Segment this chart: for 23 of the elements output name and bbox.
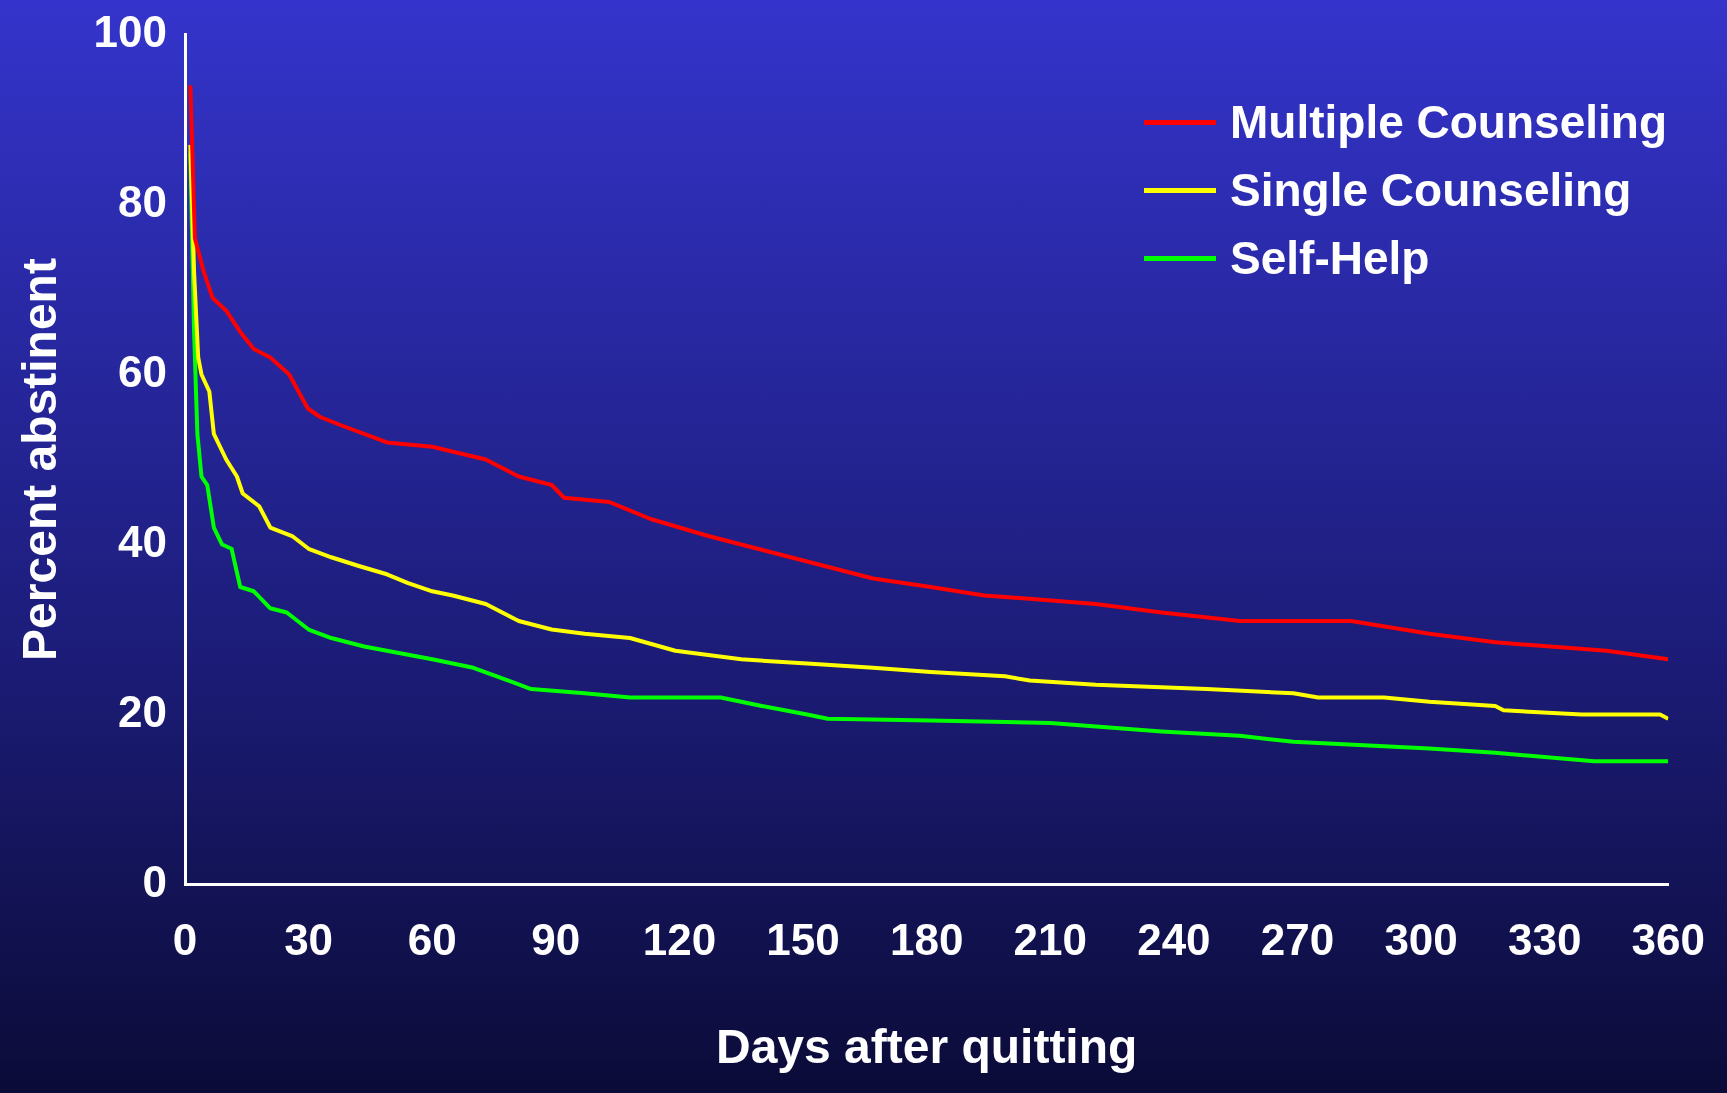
- x-tick-label: 210: [1013, 915, 1087, 965]
- x-tick-label: 270: [1260, 915, 1335, 965]
- x-tick-label: 120: [642, 915, 717, 965]
- x-tick-label: 360: [1631, 915, 1705, 965]
- legend-label: Single Counseling: [1230, 163, 1632, 217]
- x-tick-label: 180: [889, 915, 964, 965]
- y-tick-label: 60: [118, 346, 168, 396]
- x-tick-label: 90: [531, 915, 581, 965]
- y-tick-label: 20: [118, 686, 168, 736]
- x-tick-label: 150: [766, 915, 840, 965]
- x-tick-label: 300: [1384, 915, 1458, 965]
- x-tick-label: 60: [407, 915, 457, 965]
- y-axis-title: Percent abstinent: [13, 258, 67, 661]
- y-tick-label: 0: [142, 856, 168, 906]
- x-axis-title: Days after quitting: [715, 1020, 1138, 1074]
- x-tick-label: 330: [1507, 915, 1582, 965]
- y-tick-label: 40: [118, 516, 168, 566]
- y-tick-label: 80: [118, 176, 168, 226]
- x-tick-label: 30: [284, 915, 334, 965]
- legend-label: Self-Help: [1230, 231, 1430, 285]
- y-tick-label: 100: [93, 6, 168, 56]
- x-tick-label: 240: [1137, 915, 1211, 965]
- legend-label: Multiple Counseling: [1230, 95, 1667, 149]
